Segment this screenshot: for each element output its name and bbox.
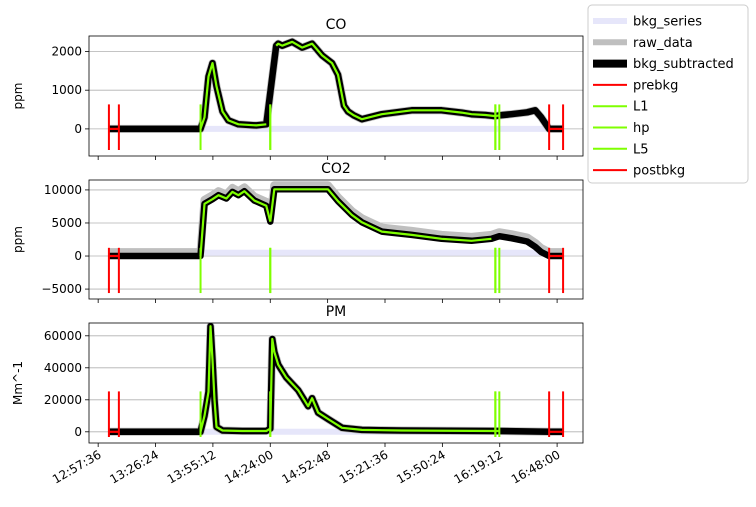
legend-frame <box>587 4 749 184</box>
axes-frame <box>88 322 584 444</box>
panels: 0 1000 2000 CO ppm −5000 0 5000 10000 CO2 ppm 0 2000… <box>11 17 584 487</box>
panel-title: PM <box>326 304 347 320</box>
legend-entry-raw-data: raw_data <box>593 36 693 51</box>
plot-area-co2 <box>107 181 565 294</box>
phase-l1-line <box>199 61 267 130</box>
y-axis-label: ppm <box>11 83 25 110</box>
x-tick-label: 14:52:48 <box>279 447 333 486</box>
legend-label: raw_data <box>633 36 693 51</box>
legend-entry-hp: hp <box>593 121 650 136</box>
legend-entry-l5: L5 <box>593 142 649 157</box>
legend-entry-bkg-subtracted: bkg_subtracted <box>593 57 734 72</box>
legend-entry-l1: L1 <box>593 100 649 115</box>
legend-label: hp <box>633 121 650 136</box>
plot-area-co <box>107 37 565 150</box>
y-axis-label: Mm^-1 <box>11 361 25 405</box>
x-tick-label: 16:19:12 <box>452 447 506 486</box>
x-tick-label: 12:57:36 <box>50 447 104 486</box>
y-tick-label: −5000 <box>41 282 82 296</box>
phase-hp-line <box>269 188 492 242</box>
panel-co: 0 1000 2000 CO ppm <box>11 17 584 160</box>
x-tick-label: 15:50:24 <box>394 447 448 486</box>
x-tick-label: 14:24:00 <box>222 447 276 486</box>
y-tick-label: 20000 <box>44 393 82 407</box>
axes-frame <box>88 179 584 300</box>
legend-label: postbkg <box>633 164 685 179</box>
legend-entry-bkg-series: bkg_series <box>593 15 702 30</box>
x-tick-label: 13:26:24 <box>107 447 161 486</box>
raw-data-line <box>108 181 564 257</box>
y-tick-label: 5000 <box>51 216 82 230</box>
axes-frame <box>88 35 584 157</box>
panel-co2: −5000 0 5000 10000 CO2 ppm <box>11 161 584 303</box>
panel-title: CO2 <box>321 161 351 177</box>
plot-area-pm <box>107 323 565 437</box>
y-axis-label: ppm <box>11 226 25 253</box>
phase-l1-line <box>199 325 271 433</box>
y-tick-label: 0 <box>74 425 82 439</box>
legend-entry-postbkg: postbkg <box>593 164 685 179</box>
legend-label: L1 <box>633 100 649 115</box>
y-tick-label: 0 <box>74 122 82 136</box>
y-tick-label: 40000 <box>44 361 82 375</box>
y-tick-label: 1000 <box>51 83 82 97</box>
y-tick-label: 2000 <box>51 44 82 58</box>
legend-label: L5 <box>633 142 649 157</box>
panel-title: CO <box>326 17 347 33</box>
legend-entry-prebkg: prebkg <box>593 78 678 93</box>
y-tick-label: 0 <box>74 249 82 263</box>
y-tick-label: 10000 <box>44 183 82 197</box>
x-tick-label: 15:21:36 <box>337 447 391 486</box>
legend-label: bkg_subtracted <box>633 57 734 72</box>
phase-hp-line <box>269 337 496 433</box>
x-tick-label: 16:48:00 <box>509 447 563 486</box>
x-tick-label: 13:55:12 <box>165 447 219 486</box>
phase-hp-line <box>275 40 496 121</box>
legend-label: bkg_series <box>633 15 702 30</box>
phase-l1-line <box>199 190 272 257</box>
legend-label: prebkg <box>633 78 678 93</box>
y-tick-label: 60000 <box>44 329 82 343</box>
